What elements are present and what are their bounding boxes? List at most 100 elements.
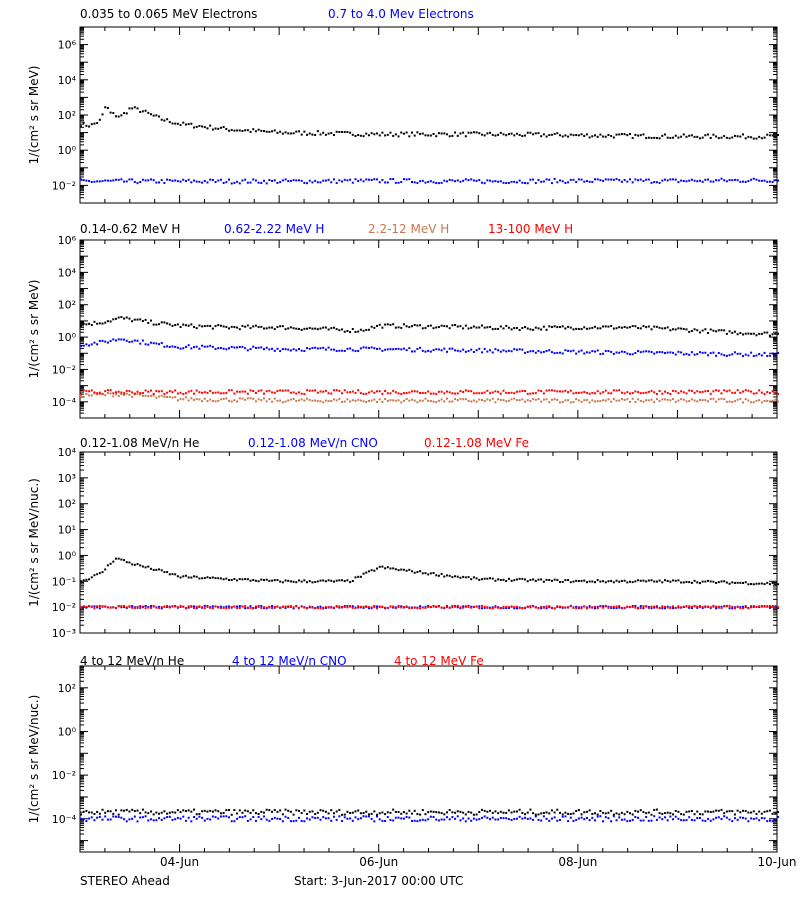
- data-point: [653, 808, 656, 811]
- data-point: [246, 397, 249, 400]
- data-point: [131, 178, 134, 181]
- data-point: [464, 324, 467, 327]
- data-point: [80, 178, 82, 181]
- data-point: [440, 132, 443, 135]
- data-point: [160, 818, 163, 821]
- data-point: [645, 812, 648, 815]
- data-point: [758, 389, 761, 392]
- data-point: [392, 389, 395, 392]
- data-point: [419, 819, 422, 822]
- data-point: [443, 575, 446, 578]
- data-point: [575, 327, 578, 330]
- series-points: [80, 391, 779, 404]
- data-point: [168, 815, 171, 818]
- data-point: [766, 399, 769, 402]
- data-point: [211, 178, 214, 181]
- data-point: [362, 392, 365, 395]
- data-point: [723, 812, 726, 815]
- data-point: [80, 125, 82, 128]
- data-point: [548, 178, 551, 181]
- data-point: [712, 397, 715, 400]
- data-point: [661, 605, 664, 608]
- data-point: [505, 605, 508, 608]
- data-point: [623, 351, 626, 354]
- data-point: [733, 400, 736, 403]
- data-point: [144, 394, 147, 397]
- data-point: [532, 178, 535, 181]
- data-point: [419, 180, 422, 183]
- data-point: [362, 572, 365, 575]
- data-point: [163, 119, 166, 122]
- data-point: [585, 607, 588, 610]
- data-point: [467, 810, 470, 813]
- data-point: [666, 391, 669, 394]
- data-point: [591, 580, 594, 583]
- data-point: [319, 390, 322, 393]
- data-point: [717, 329, 720, 332]
- data-point: [268, 389, 271, 392]
- data-point: [236, 400, 239, 403]
- data-point: [179, 811, 182, 814]
- data-point: [82, 579, 85, 582]
- data-point: [330, 132, 333, 135]
- data-point: [777, 400, 779, 403]
- data-point: [685, 352, 688, 355]
- data-point: [591, 606, 594, 609]
- data-point: [454, 398, 457, 401]
- data-point: [672, 389, 675, 392]
- data-point: [195, 389, 198, 392]
- data-point: [128, 561, 131, 564]
- data-point: [225, 809, 228, 812]
- data-point: [214, 809, 217, 812]
- data-point: [246, 819, 249, 822]
- data-point: [249, 606, 252, 609]
- data-point: [187, 399, 190, 402]
- data-point: [556, 605, 559, 608]
- data-point: [569, 133, 572, 136]
- data-point: [698, 813, 701, 816]
- data-point: [292, 132, 295, 135]
- data-point: [755, 392, 758, 395]
- data-point: [88, 817, 91, 820]
- data-point: [392, 819, 395, 822]
- data-point: [489, 179, 492, 182]
- data-point: [217, 817, 220, 820]
- data-point: [314, 581, 317, 584]
- data-point: [254, 391, 257, 394]
- data-point: [228, 389, 231, 392]
- data-point: [300, 328, 303, 331]
- data-point: [760, 354, 763, 357]
- data-point: [567, 820, 570, 823]
- data-point: [101, 818, 104, 821]
- data-point: [585, 817, 588, 820]
- data-point: [252, 579, 255, 582]
- data-point: [736, 179, 739, 182]
- data-point: [688, 605, 691, 608]
- data-point: [472, 392, 475, 395]
- data-point: [104, 815, 107, 818]
- data-point: [580, 607, 583, 610]
- data-point: [419, 399, 422, 402]
- data-point: [521, 398, 524, 401]
- data-point: [85, 389, 88, 392]
- data-point: [346, 810, 349, 813]
- data-point: [244, 390, 247, 393]
- data-point: [295, 605, 298, 608]
- data-point: [381, 811, 384, 814]
- data-point: [376, 813, 379, 816]
- data-point: [747, 583, 750, 586]
- data-point: [752, 332, 755, 335]
- data-point: [693, 391, 696, 394]
- data-point: [405, 392, 408, 395]
- data-point: [359, 392, 362, 395]
- data-point: [537, 389, 540, 392]
- data-point: [392, 605, 395, 608]
- data-point: [502, 605, 505, 608]
- data-point: [518, 808, 521, 811]
- data-point: [510, 579, 513, 582]
- data-point: [497, 390, 500, 393]
- data-point: [583, 605, 586, 608]
- data-point: [214, 325, 217, 328]
- data-point: [707, 810, 710, 813]
- data-point: [594, 605, 597, 608]
